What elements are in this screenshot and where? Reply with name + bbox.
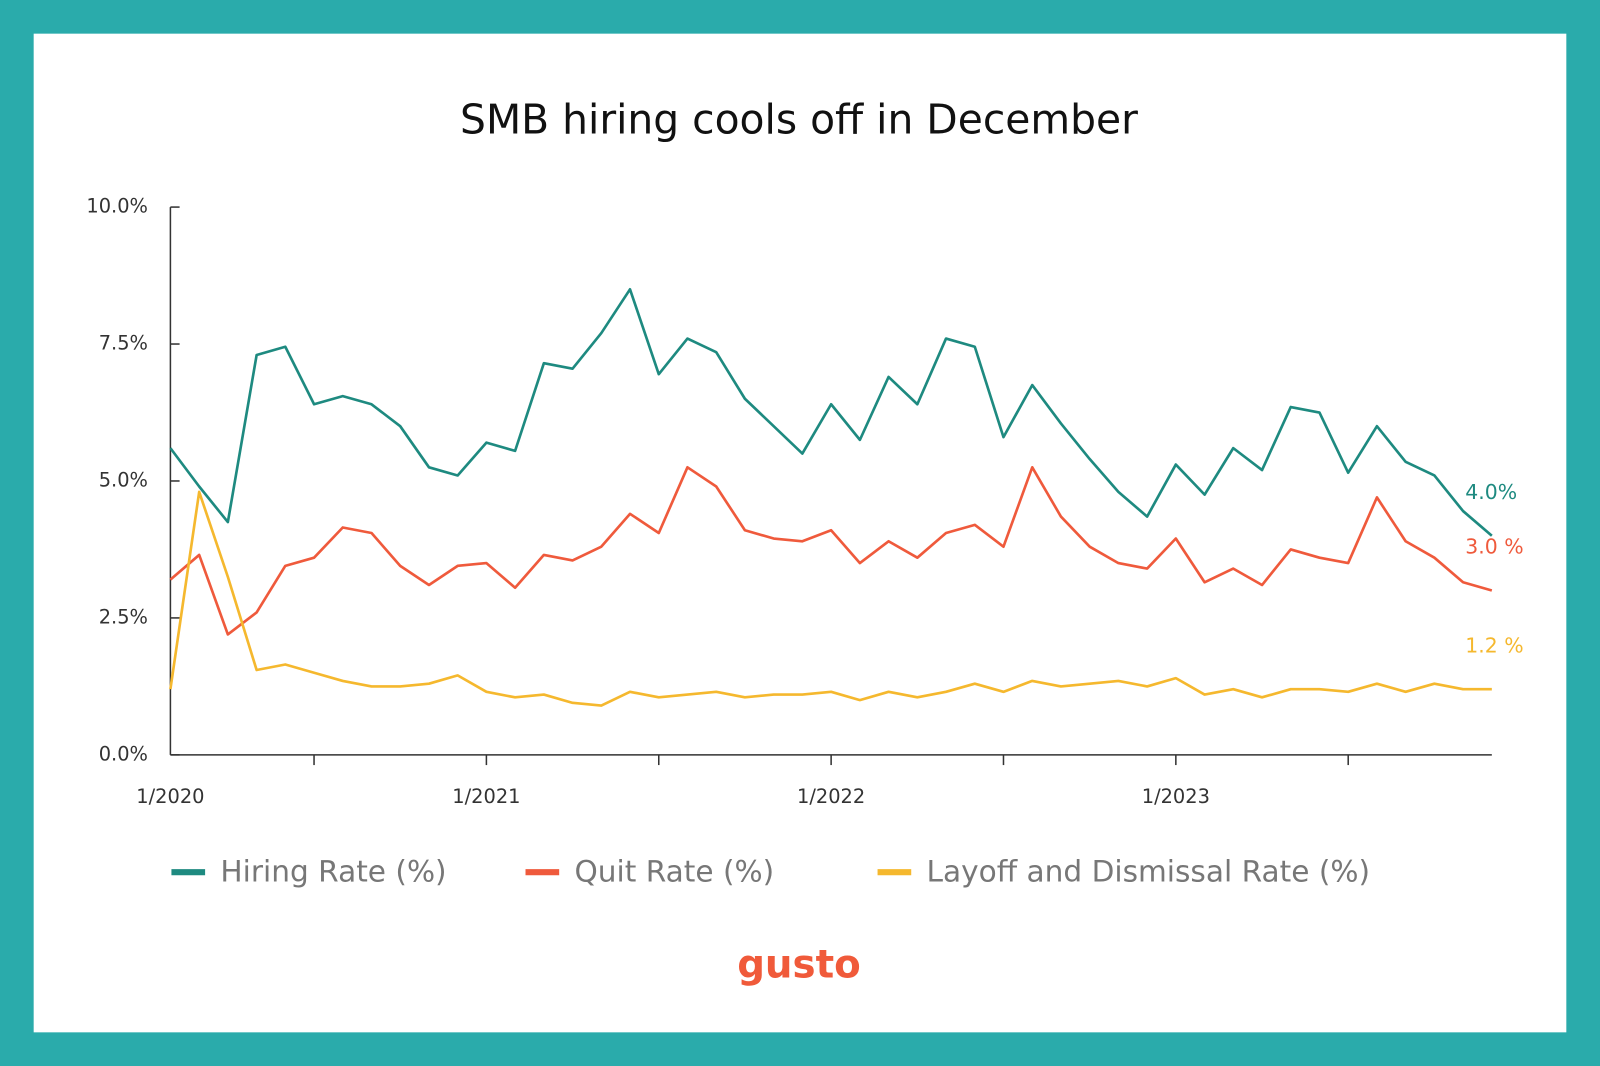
legend-label: Quit Rate (%)	[574, 855, 774, 889]
x-tick-label: 1/2022	[797, 785, 865, 808]
y-tick-label: 2.5%	[99, 605, 148, 628]
y-tick-label: 7.5%	[99, 332, 148, 355]
x-tick-label: 1/2021	[452, 785, 520, 808]
x-tick-label: 1/2023	[1142, 785, 1210, 808]
series-line	[169, 490, 1492, 707]
chart-title: SMB hiring cools off in December	[460, 95, 1138, 143]
card	[33, 33, 1567, 1033]
legend-label: Layoff and Dismissal Rate (%)	[927, 855, 1371, 889]
brand-logo: gusto	[737, 943, 861, 988]
y-tick-label: 0.0%	[99, 742, 148, 765]
series-line	[169, 465, 1493, 636]
end-label: 4.0%	[1465, 480, 1517, 504]
x-tick-label: 1/2020	[136, 785, 204, 808]
y-tick-label: 5.0%	[99, 468, 148, 491]
end-label: 3.0 %	[1465, 535, 1523, 559]
series-line	[169, 287, 1493, 537]
legend-label: Hiring Rate (%)	[220, 855, 446, 889]
end-label: 1.2 %	[1465, 633, 1523, 657]
y-tick-label: 10.0%	[86, 195, 148, 218]
